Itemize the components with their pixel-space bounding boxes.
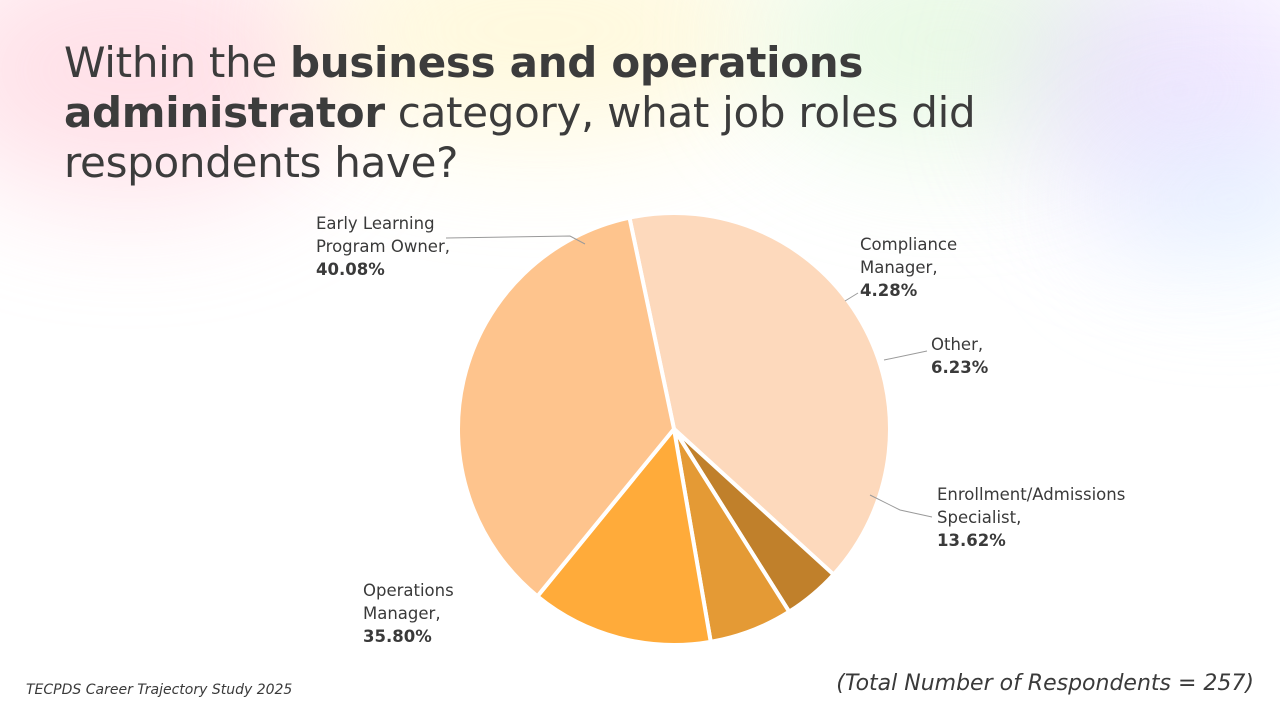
leader-line-early-learning — [445, 235, 586, 245]
label-other: Other, 6.23% — [931, 335, 989, 377]
slide-title: Within the business and operations admin… — [64, 38, 976, 187]
leader-line-compliance — [844, 292, 859, 302]
source-citation: TECPDS Career Trajectory Study 2025 — [26, 682, 293, 698]
label-compliance-manager: Compliance Manager, 4.28% — [860, 235, 958, 300]
pie-slice-0 — [627, 211, 892, 577]
leader-line-other — [883, 350, 928, 361]
label-enrollment-admissions-specialist: Enrollment/Admissions Specialist, 13.62% — [937, 485, 1126, 550]
pie-slice-3 — [535, 427, 713, 647]
label-early-learning-program-owner: Early Learning Program Owner, 40.08% — [316, 214, 450, 279]
pie-slice-4 — [456, 215, 676, 599]
respondents-note: (Total Number of Respondents = 257) — [836, 671, 1254, 696]
label-operations-manager: Operations Manager, 35.80% — [363, 581, 454, 646]
leader-line-enrollment — [869, 494, 933, 518]
